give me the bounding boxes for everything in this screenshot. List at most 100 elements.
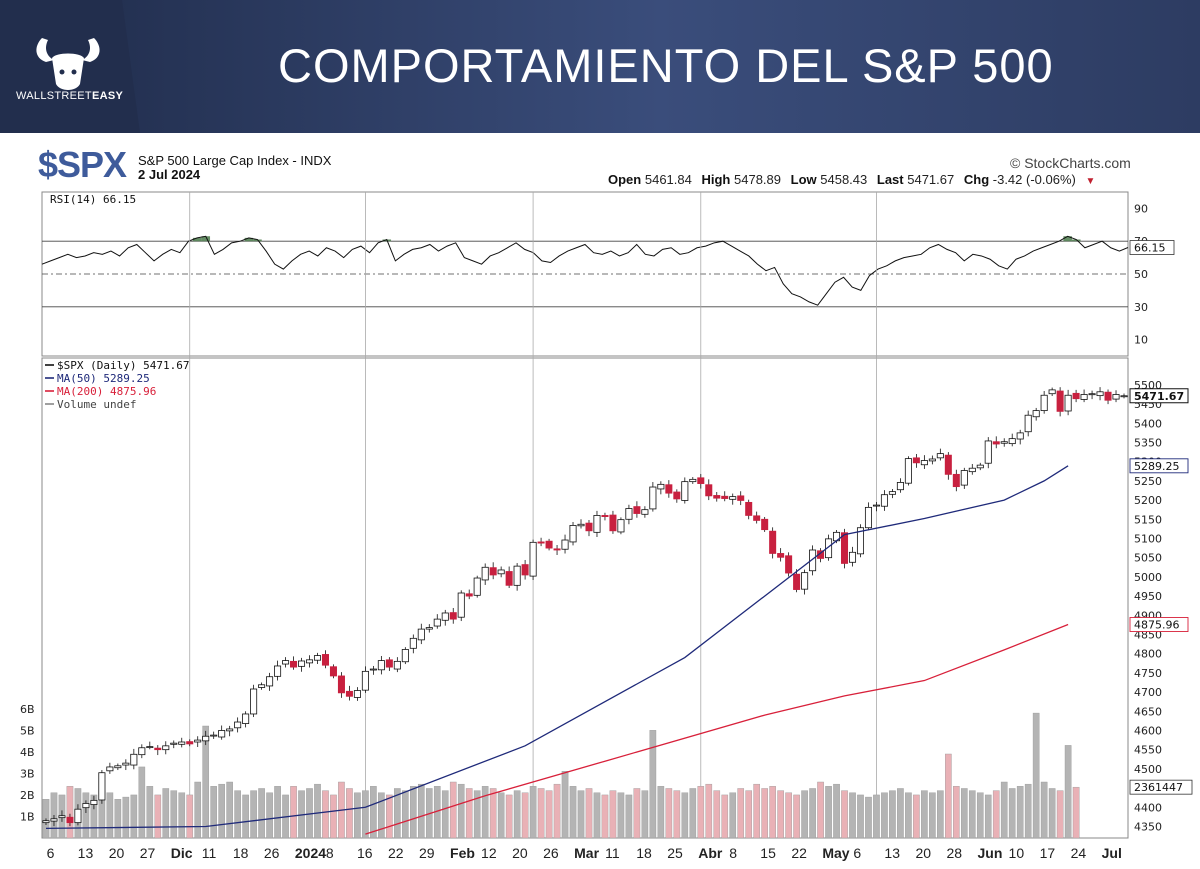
x-tick-label: Feb (450, 845, 475, 861)
volume-bar (785, 792, 792, 839)
volume-bar (681, 792, 689, 839)
volume-bar (937, 790, 944, 839)
low-value: 5458.43 (820, 172, 868, 187)
volume-bar (745, 790, 753, 839)
volume-bar (386, 794, 393, 839)
price-tick-label: 5100 (1134, 532, 1162, 545)
volume-bar (410, 786, 417, 839)
x-tick-label: 29 (419, 845, 435, 861)
price-tick-label: 4650 (1134, 705, 1162, 718)
volume-bar (1032, 712, 1040, 839)
volume-bar (266, 792, 273, 839)
volume-bar (258, 788, 265, 839)
x-tick-label: 15 (760, 845, 776, 861)
volume-bar (1008, 788, 1016, 839)
price-tick-label: 5400 (1134, 417, 1162, 430)
candle-body (433, 618, 441, 627)
candle-body (385, 659, 393, 668)
high-value: 5478.89 (734, 172, 781, 187)
candle-body (936, 453, 944, 459)
candle-body (657, 483, 665, 490)
x-tick-label: 13 (78, 845, 94, 861)
candle-body (1040, 394, 1048, 412)
volume-bar (905, 792, 912, 839)
volume-bar (841, 790, 848, 839)
volume-bar (481, 786, 489, 839)
volume-bar (721, 794, 729, 839)
banner-background (0, 0, 1200, 133)
logo-text-light: WALLSTREET (16, 90, 92, 102)
price-tick-label: 4950 (1134, 590, 1162, 603)
volume-tick-label: 2B (20, 789, 35, 802)
x-tick-label: 8 (326, 845, 334, 861)
x-tick-label: 16 (357, 845, 373, 861)
candle-body (1080, 394, 1088, 400)
x-tick-label: 26 (264, 845, 280, 861)
rsi-tick-label: 50 (1134, 268, 1148, 281)
candle-body (872, 504, 880, 507)
candle-body (625, 508, 633, 520)
volume-bar (314, 783, 321, 839)
volume-tick-label: 6B (20, 703, 35, 716)
candle-body (1032, 410, 1040, 418)
volume-bar (1016, 786, 1024, 839)
candle-body (785, 555, 793, 574)
candle-body (928, 458, 936, 462)
volume-bar (577, 790, 585, 839)
candle-body (960, 470, 968, 486)
candle-body (274, 665, 282, 677)
candle-body (673, 491, 681, 500)
candle-body (242, 713, 250, 724)
volume-tick-label: 5B (20, 724, 35, 737)
volume-bar (673, 790, 681, 839)
candle-body (226, 728, 234, 732)
candle-body (106, 766, 114, 772)
candle-body (178, 741, 186, 745)
x-tick-label: 24 (1071, 845, 1087, 861)
x-tick-label: 17 (1040, 845, 1056, 861)
volume-bar (649, 730, 657, 839)
volume-bar (234, 790, 241, 839)
ohlc-readout: Open 5461.84 High 5478.89 Low 5458.43 La… (608, 172, 1095, 187)
candle-body (753, 515, 761, 521)
candle-body (1104, 391, 1112, 401)
volume-bar (106, 792, 114, 839)
volume-tick-label: 1B (20, 810, 35, 823)
candle-body (305, 659, 314, 664)
candle-body (122, 762, 130, 766)
candle-body (146, 746, 154, 749)
volume-bar (162, 788, 170, 839)
last-label: Last (876, 172, 904, 187)
ma200-line-value-label: 4875.96 (1134, 619, 1180, 632)
volume-bar (945, 753, 952, 839)
candle-body (457, 592, 465, 618)
candle-body (1072, 392, 1080, 400)
rsi-last-value-box (1129, 240, 1175, 255)
x-tick-label: 26 (543, 845, 559, 861)
candle-body (553, 548, 561, 551)
candle-body (1048, 389, 1056, 395)
candle-body (1000, 441, 1008, 444)
volume-bar (665, 788, 673, 839)
candle-body (729, 496, 737, 500)
volume-bar (537, 788, 545, 839)
candle-body (665, 484, 673, 494)
rsi-tick-label: 90 (1134, 202, 1148, 215)
candle-body (697, 477, 705, 484)
price-tick-label: 5350 (1134, 436, 1162, 449)
ma200-line (365, 623, 1069, 835)
candle-body (856, 527, 865, 555)
volume-bar (697, 786, 705, 839)
candle-body (489, 567, 497, 576)
volume-bar (825, 786, 832, 839)
x-tick-label: Mar (574, 845, 599, 861)
candle-body (904, 458, 912, 484)
volume-bar (561, 771, 569, 839)
x-tick-label: 13 (884, 845, 900, 861)
candle-body (329, 666, 337, 677)
volume-bar (601, 794, 609, 839)
candle-body (497, 569, 505, 575)
price-legend: $SPX (Daily) 5471.67 (57, 359, 189, 372)
volume-bar (274, 786, 281, 839)
volume-bar (497, 792, 505, 839)
